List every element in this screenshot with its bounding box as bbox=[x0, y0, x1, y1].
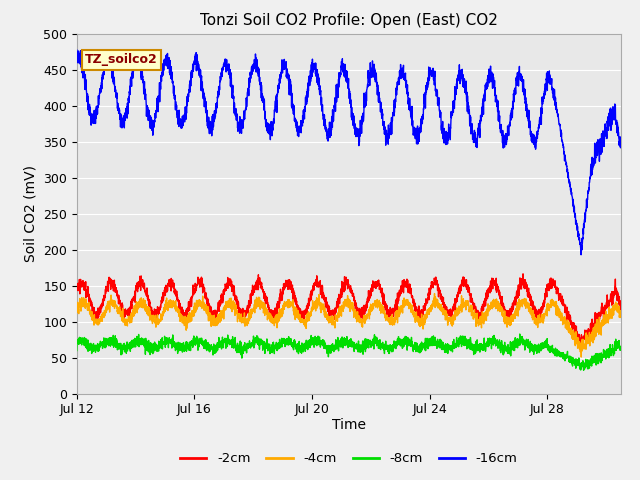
Legend: -2cm, -4cm, -8cm, -16cm: -2cm, -4cm, -8cm, -16cm bbox=[175, 447, 523, 470]
Y-axis label: Soil CO2 (mV): Soil CO2 (mV) bbox=[24, 165, 38, 262]
X-axis label: Time: Time bbox=[332, 418, 366, 432]
Text: TZ_soilco2: TZ_soilco2 bbox=[85, 53, 157, 66]
Title: Tonzi Soil CO2 Profile: Open (East) CO2: Tonzi Soil CO2 Profile: Open (East) CO2 bbox=[200, 13, 498, 28]
